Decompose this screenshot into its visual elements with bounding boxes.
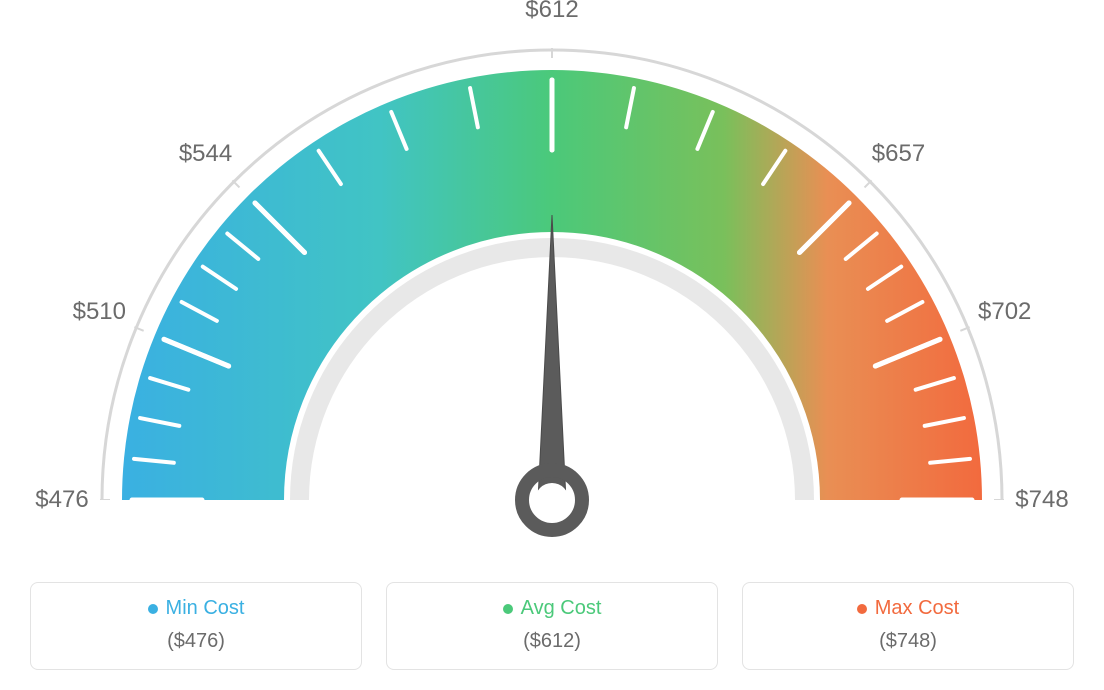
cost-gauge-chart: $476 $510 $544 $612 $657 $702 $748 Min Cost ($… <box>0 0 1104 690</box>
legend-value-max: ($748) <box>753 630 1063 653</box>
legend-dot-avg <box>503 604 513 614</box>
legend-dot-min <box>148 604 158 614</box>
gauge-tick-label: $544 <box>179 140 232 168</box>
gauge-tick-label: $510 <box>73 298 126 326</box>
legend-value-min: ($476) <box>41 630 351 653</box>
legend-card-avg: Avg Cost ($612) <box>386 582 718 670</box>
legend-card-min: Min Cost ($476) <box>30 582 362 670</box>
gauge-tick-label: $702 <box>978 298 1031 326</box>
legend-card-max: Max Cost ($748) <box>742 582 1074 670</box>
gauge-tick-label: $748 <box>1015 486 1068 514</box>
legend-label-min: Min Cost <box>166 597 245 620</box>
legend-row: Min Cost ($476) Avg Cost ($612) Max Cost… <box>0 582 1104 670</box>
legend-label-avg: Avg Cost <box>521 597 602 620</box>
legend-label-max: Max Cost <box>875 597 959 620</box>
gauge-tick-label: $612 <box>525 0 578 24</box>
gauge-svg <box>0 0 1104 560</box>
gauge-area: $476 $510 $544 $612 $657 $702 $748 <box>0 0 1104 560</box>
gauge-tick-label: $657 <box>872 140 925 168</box>
legend-dot-max <box>857 604 867 614</box>
gauge-tick-label: $476 <box>35 486 88 514</box>
legend-value-avg: ($612) <box>397 630 707 653</box>
